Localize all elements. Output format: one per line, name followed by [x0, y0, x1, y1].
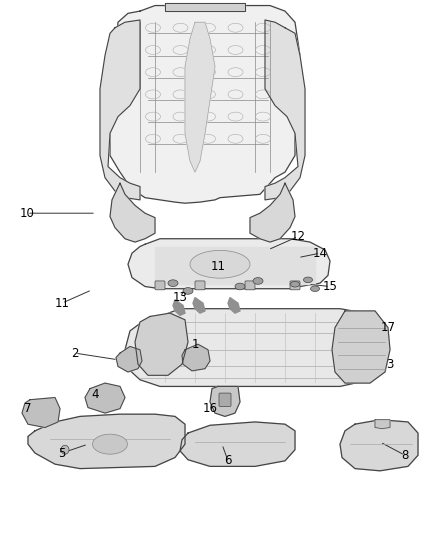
- Polygon shape: [193, 297, 205, 313]
- Polygon shape: [180, 422, 295, 466]
- Text: 11: 11: [54, 297, 70, 310]
- Polygon shape: [125, 309, 382, 386]
- Polygon shape: [110, 183, 155, 242]
- Polygon shape: [155, 246, 315, 284]
- Polygon shape: [210, 386, 240, 416]
- Text: 10: 10: [20, 207, 35, 220]
- Polygon shape: [332, 311, 390, 383]
- Polygon shape: [116, 346, 142, 372]
- Ellipse shape: [61, 445, 69, 454]
- Text: 2: 2: [71, 346, 79, 360]
- Ellipse shape: [235, 283, 245, 290]
- Text: 14: 14: [312, 247, 328, 260]
- Text: 11: 11: [211, 260, 226, 273]
- Ellipse shape: [253, 278, 263, 284]
- Ellipse shape: [190, 251, 250, 278]
- Text: 7: 7: [24, 402, 32, 415]
- Ellipse shape: [92, 434, 127, 454]
- Text: 12: 12: [290, 230, 305, 243]
- Polygon shape: [22, 398, 60, 427]
- Text: 5: 5: [58, 447, 66, 459]
- Text: 4: 4: [91, 387, 99, 401]
- Ellipse shape: [290, 281, 300, 287]
- Polygon shape: [185, 22, 215, 172]
- FancyBboxPatch shape: [290, 281, 300, 290]
- Text: 6: 6: [224, 454, 232, 467]
- Text: 8: 8: [401, 449, 409, 462]
- FancyBboxPatch shape: [219, 393, 231, 406]
- FancyBboxPatch shape: [155, 281, 165, 290]
- Ellipse shape: [311, 286, 319, 292]
- Polygon shape: [110, 5, 300, 203]
- Polygon shape: [228, 297, 240, 313]
- Polygon shape: [28, 414, 185, 469]
- Polygon shape: [182, 344, 210, 371]
- Polygon shape: [85, 383, 125, 413]
- Polygon shape: [375, 419, 390, 429]
- Text: 17: 17: [381, 321, 396, 334]
- Text: 13: 13: [173, 291, 187, 304]
- Text: 15: 15: [322, 280, 337, 293]
- Text: 16: 16: [202, 402, 218, 415]
- Polygon shape: [135, 313, 188, 375]
- Polygon shape: [340, 419, 418, 471]
- FancyBboxPatch shape: [245, 281, 255, 290]
- Polygon shape: [265, 20, 305, 200]
- Polygon shape: [250, 183, 295, 242]
- Ellipse shape: [183, 288, 193, 294]
- Ellipse shape: [168, 280, 178, 287]
- Polygon shape: [173, 300, 185, 316]
- Polygon shape: [165, 3, 245, 11]
- FancyBboxPatch shape: [195, 281, 205, 290]
- Polygon shape: [128, 239, 330, 289]
- Text: 3: 3: [386, 358, 394, 371]
- Text: 1: 1: [191, 338, 199, 351]
- Ellipse shape: [304, 277, 312, 282]
- Polygon shape: [100, 20, 140, 200]
